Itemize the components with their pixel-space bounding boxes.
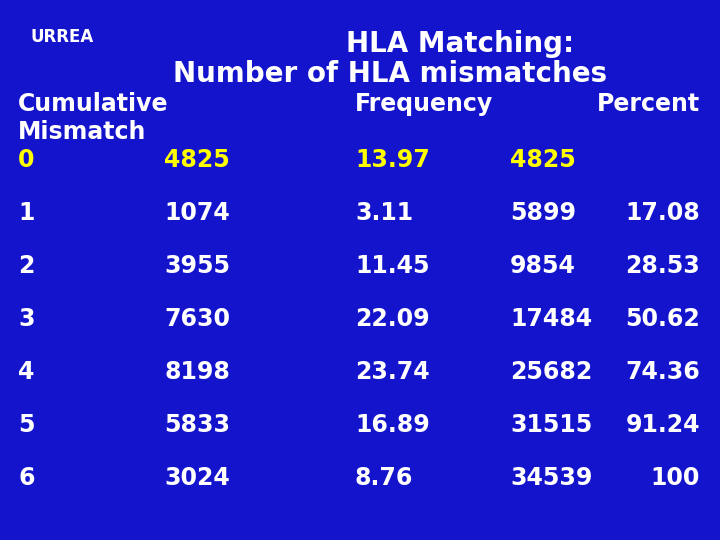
Text: Number of HLA mismatches: Number of HLA mismatches — [173, 60, 607, 88]
Text: 25682: 25682 — [510, 360, 593, 384]
Text: 31515: 31515 — [510, 413, 593, 437]
Text: 11.45: 11.45 — [355, 254, 430, 278]
Text: 3955: 3955 — [164, 254, 230, 278]
Text: Cumulative: Cumulative — [18, 92, 168, 116]
Text: 17.08: 17.08 — [625, 201, 700, 225]
Text: 2: 2 — [18, 254, 35, 278]
Text: 4825: 4825 — [164, 148, 230, 172]
Text: 4: 4 — [18, 360, 35, 384]
Text: 1: 1 — [18, 201, 35, 225]
Text: URREA: URREA — [30, 28, 94, 46]
Text: 4825: 4825 — [510, 148, 576, 172]
Text: 28.53: 28.53 — [625, 254, 700, 278]
Text: Percent: Percent — [597, 92, 700, 116]
Text: 91.24: 91.24 — [626, 413, 700, 437]
Text: 23.74: 23.74 — [355, 360, 430, 384]
Text: 3.11: 3.11 — [355, 201, 413, 225]
Text: 8.76: 8.76 — [355, 466, 413, 490]
Text: 8198: 8198 — [164, 360, 230, 384]
Text: 100: 100 — [651, 466, 700, 490]
Text: 1074: 1074 — [164, 201, 230, 225]
Text: 17484: 17484 — [510, 307, 592, 331]
Text: 6: 6 — [18, 466, 35, 490]
Text: 13.97: 13.97 — [355, 148, 430, 172]
Text: 22.09: 22.09 — [355, 307, 430, 331]
Text: 34539: 34539 — [510, 466, 593, 490]
Text: 0: 0 — [18, 148, 35, 172]
Text: 5833: 5833 — [164, 413, 230, 437]
Text: 16.89: 16.89 — [355, 413, 430, 437]
Text: 74.36: 74.36 — [625, 360, 700, 384]
Text: 7630: 7630 — [164, 307, 230, 331]
Text: 5: 5 — [18, 413, 35, 437]
Text: 50.62: 50.62 — [625, 307, 700, 331]
Text: HLA Matching:: HLA Matching: — [346, 30, 574, 58]
Text: Frequency: Frequency — [355, 92, 493, 116]
Text: 9854: 9854 — [510, 254, 576, 278]
Text: 5899: 5899 — [510, 201, 576, 225]
Text: 3024: 3024 — [164, 466, 230, 490]
Text: 3: 3 — [18, 307, 35, 331]
Text: Mismatch: Mismatch — [18, 120, 146, 144]
